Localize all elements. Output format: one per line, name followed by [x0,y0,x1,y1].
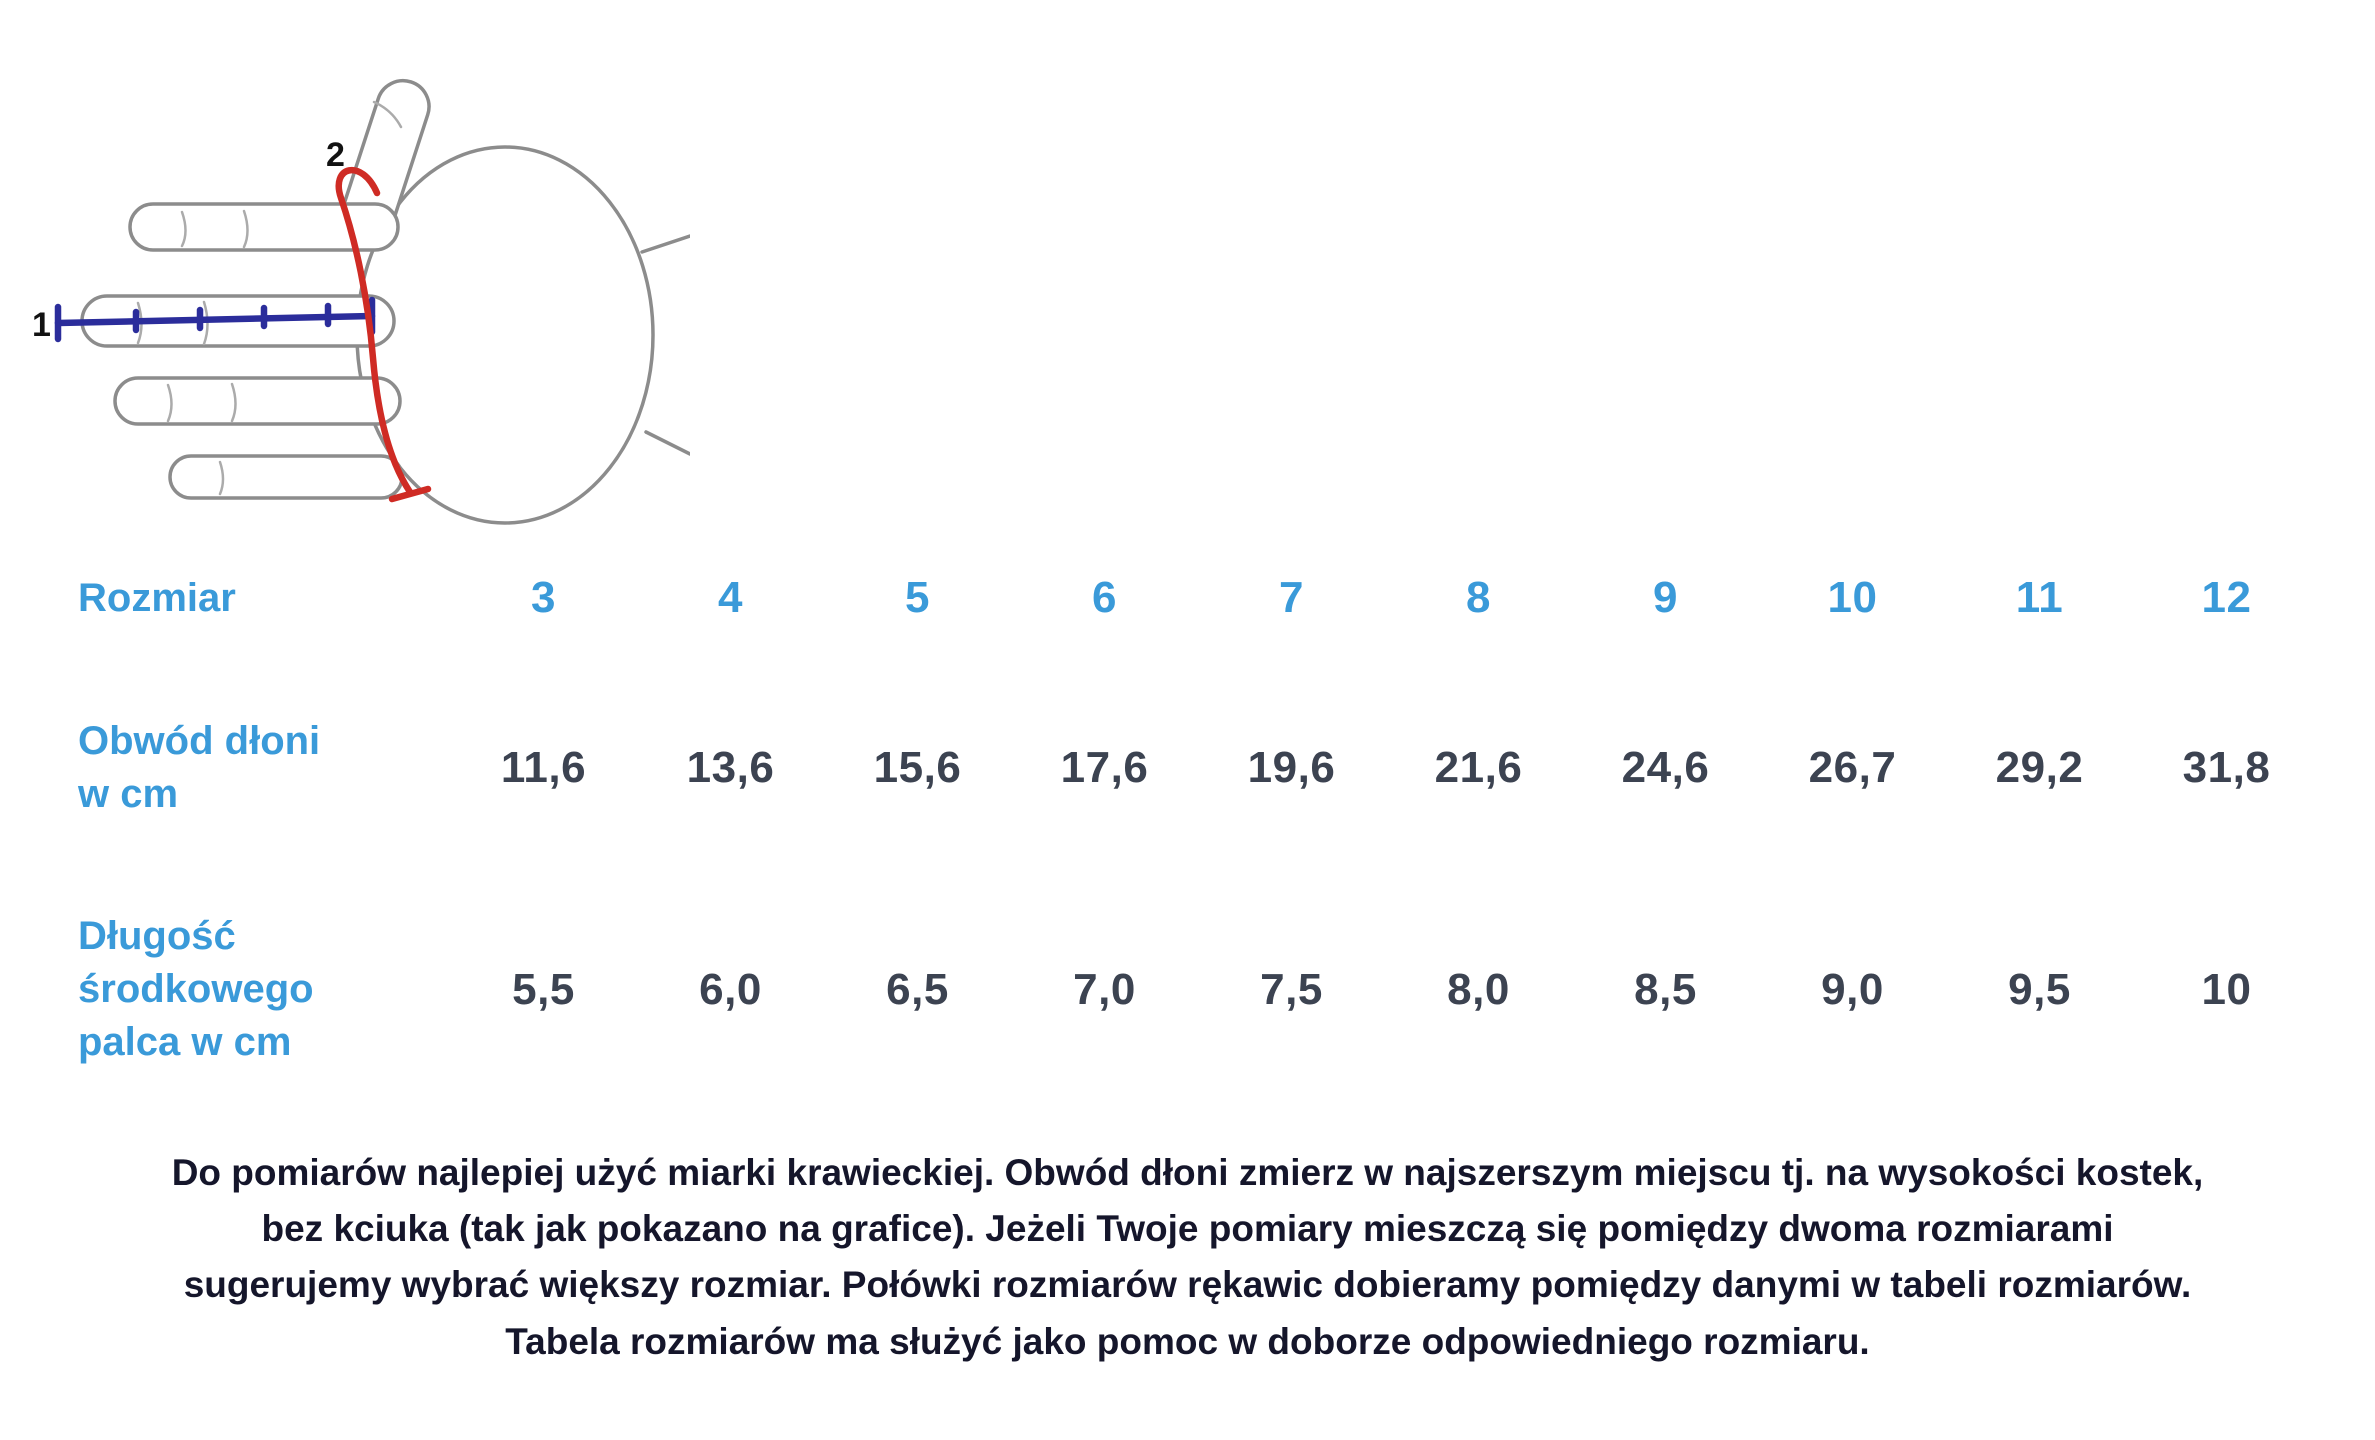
row-label-rozmiar: Rozmiar [78,572,450,625]
hand-measurement-illustration: 1 2 [30,40,692,540]
measurement-line-2 [335,166,432,503]
row-label-text: Rozmiar [78,576,236,620]
row-label-obwod: Obwód dłoni w cm [78,715,450,821]
size-value: 6 [1092,573,1117,623]
instructions-line: Tabela rozmiarów ma służyć jako pomoc w … [505,1320,1870,1362]
circumference-value: 24,6 [1621,742,1710,792]
measurement-instructions: Do pomiarów najlepiej użyć miarki krawie… [0,1145,2375,1370]
finger-length-value: 9,5 [2008,964,2071,1014]
size-value: 3 [531,573,556,623]
finger-length-value: 10 [2201,964,2252,1014]
finger-length-value: 6,5 [886,964,949,1014]
finger-length-value: 5,5 [512,964,575,1014]
size-value: 8 [1466,573,1491,623]
hand-outline [80,78,655,525]
marker-2-label: 2 [326,136,345,174]
finger-length-value: 8,0 [1447,964,1510,1014]
instructions-line: sugerujemy wybrać większy rozmiar. Połów… [183,1264,2192,1306]
circumference-value: 29,2 [1995,742,2084,792]
size-table: Rozmiar 3 4 5 6 7 8 9 10 11 12 Obwód dło… [78,572,2320,1069]
row-label-text: Obwód dłoni w cm [78,718,321,816]
circumference-value: 26,7 [1808,742,1897,792]
finger-length-value: 6,0 [699,964,762,1014]
instructions-line: Do pomiarów najlepiej użyć miarki krawie… [171,1152,2204,1193]
instructions-line: bez kciuka (tak jak pokazano na grafice)… [261,1208,2114,1250]
size-value: 5 [905,573,930,623]
circumference-value: 13,6 [686,742,775,792]
circumference-value: 15,6 [873,742,962,792]
size-value: 9 [1653,573,1678,623]
hand-illustration-svg: 1 2 [32,78,692,525]
finger-length-value: 7,5 [1260,964,1323,1014]
size-value: 12 [2201,573,2252,623]
finger-length-value: 8,5 [1634,964,1697,1014]
row-label-dlugosc: Długość środkowego palca w cm [78,910,450,1068]
wrist-lines [640,234,692,456]
size-value: 7 [1279,573,1304,623]
circumference-value: 11,6 [500,742,587,792]
size-value: 10 [1827,573,1878,623]
circumference-value: 21,6 [1434,742,1523,792]
marker-1-label: 1 [32,306,51,344]
finger-length-value: 9,0 [1821,964,1884,1014]
size-value: 11 [2015,573,2064,623]
circumference-value: 19,6 [1247,742,1336,792]
circumference-value: 17,6 [1060,742,1149,792]
size-value: 4 [718,573,743,623]
circumference-value: 31,8 [2182,742,2271,792]
row-label-text: Długość środkowego palca w cm [78,914,314,1064]
finger-length-value: 7,0 [1073,964,1136,1014]
